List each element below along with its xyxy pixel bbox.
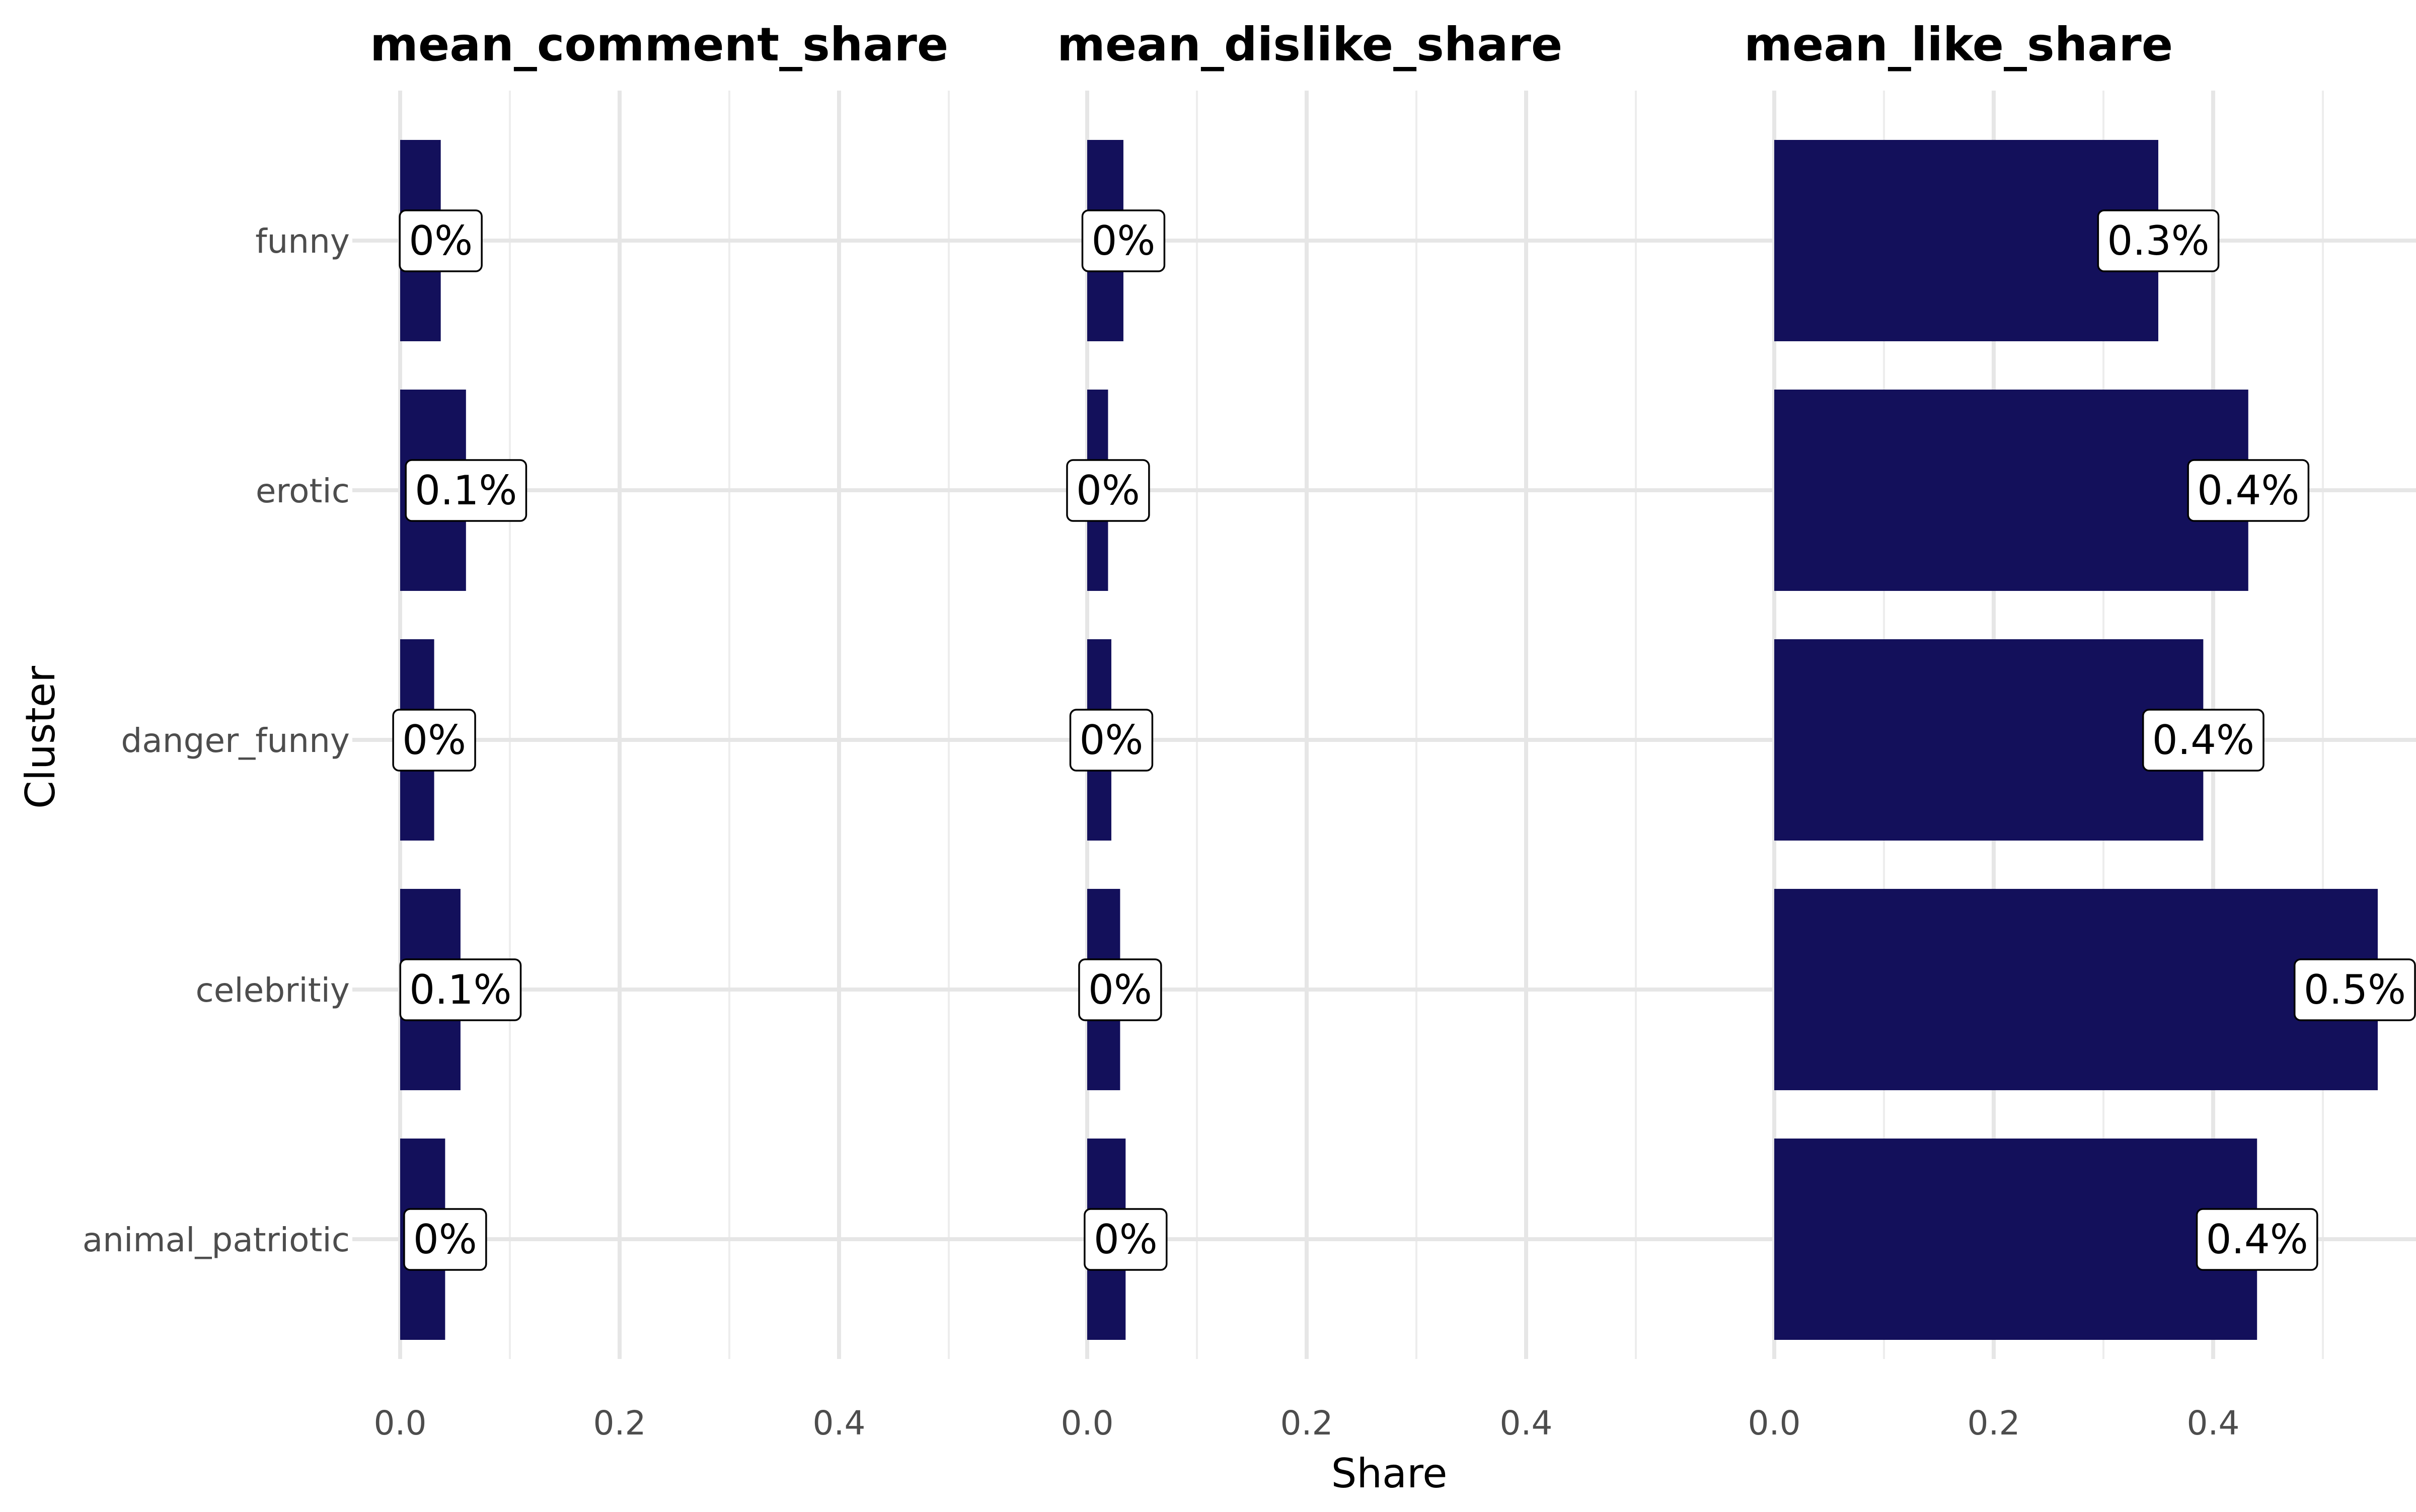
bar-erotic	[1774, 390, 2248, 591]
facet-title-mean-comment-share: mean_comment_share	[370, 18, 948, 71]
x-tick-label: 0.4	[1500, 1404, 1553, 1443]
data-label-group: 0.5%	[2294, 958, 2416, 1021]
data-label-box	[403, 1208, 487, 1271]
data-label-group: 0%	[392, 709, 476, 772]
data-label-group: 0.1%	[399, 958, 522, 1021]
data-label: 0%	[1091, 217, 1155, 264]
data-label: 0%	[1094, 1216, 1158, 1263]
data-label-group: 0.3%	[2097, 209, 2220, 272]
x-tick-label: 0.4	[813, 1404, 866, 1443]
data-label-box	[1084, 1208, 1168, 1271]
bar-funny	[1774, 140, 2158, 341]
data-label: 0.4%	[2152, 717, 2254, 764]
data-label-group: 0.4%	[2196, 1208, 2318, 1271]
facet-title-mean-like-share: mean_like_share	[1744, 18, 2173, 71]
data-label: 0%	[1088, 966, 1152, 1013]
data-label-box	[2294, 958, 2416, 1021]
bar-animal-patriotic	[1774, 1139, 2257, 1340]
category-label-funny: funny	[255, 222, 350, 261]
data-label-group: 0%	[1069, 709, 1154, 772]
data-label-box	[392, 709, 476, 772]
y-axis-title: Cluster	[17, 666, 64, 809]
data-label-group: 0.4%	[2187, 459, 2310, 522]
data-label-group: 0.1%	[405, 459, 527, 522]
data-label-box	[1069, 709, 1154, 772]
data-label: 0%	[402, 717, 466, 764]
data-label-box	[2142, 709, 2264, 772]
data-label-group: 0%	[1084, 1208, 1168, 1271]
x-axis-title: Share	[1331, 1450, 1448, 1497]
data-label: 0%	[1079, 717, 1143, 764]
category-label-celebritiy: celebritiy	[196, 971, 350, 1010]
data-label-box	[2196, 1208, 2318, 1271]
data-label-group: 0.4%	[2142, 709, 2264, 772]
data-label: 0%	[1076, 467, 1140, 514]
x-tick-label: 0.0	[1748, 1404, 1801, 1443]
bar-celebritiy	[1774, 889, 2378, 1090]
x-tick-label: 0.2	[1968, 1404, 2020, 1443]
data-label: 0.1%	[415, 467, 517, 514]
data-label-box	[1078, 958, 1162, 1021]
data-label: 0%	[413, 1216, 477, 1263]
data-label-group: 0%	[1081, 209, 1166, 272]
x-tick-label: 0.4	[2187, 1404, 2240, 1443]
data-label-box	[399, 958, 522, 1021]
category-label-animal-patriotic: animal_patriotic	[83, 1221, 350, 1259]
data-label-box	[399, 209, 483, 272]
data-label-box	[1066, 459, 1150, 522]
x-tick-label: 0.2	[593, 1404, 646, 1443]
data-label-group: 0%	[1078, 958, 1162, 1021]
data-label-box	[2187, 459, 2310, 522]
data-label: 0.4%	[2197, 467, 2299, 514]
data-label-group: 0%	[399, 209, 483, 272]
bar-danger-funny	[1774, 639, 2204, 841]
data-label-group: 0%	[403, 1208, 487, 1271]
facet-title-mean-dislike-share: mean_dislike_share	[1057, 18, 1562, 71]
data-label: 0.5%	[2304, 966, 2406, 1013]
data-label-box	[405, 459, 527, 522]
data-label-box	[1081, 209, 1166, 272]
data-label: 0.3%	[2107, 217, 2209, 264]
data-label: 0.1%	[409, 966, 511, 1013]
x-tick-label: 0.2	[1280, 1404, 1333, 1443]
x-tick-label: 0.0	[374, 1404, 427, 1443]
data-label: 0%	[409, 217, 473, 264]
data-label-box	[2097, 209, 2220, 272]
data-label: 0.4%	[2206, 1216, 2308, 1263]
x-tick-label: 0.0	[1061, 1404, 1114, 1443]
data-label-group: 0%	[1066, 459, 1150, 522]
category-label-danger-funny: danger_funny	[121, 721, 350, 760]
category-label-erotic: erotic	[256, 472, 350, 510]
